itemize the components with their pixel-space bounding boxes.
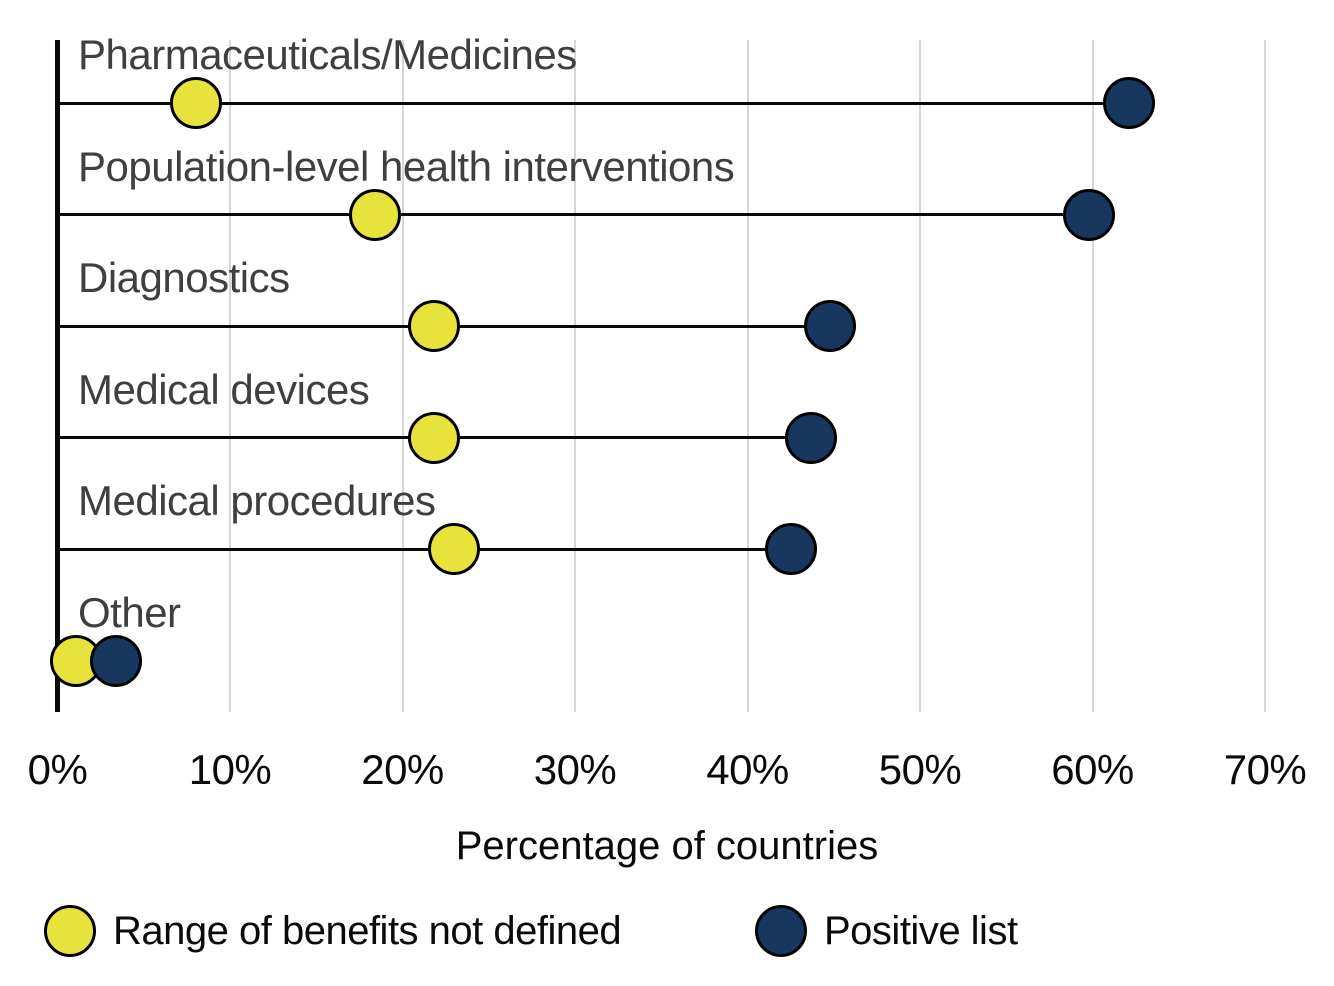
positive-list-dot [804, 300, 857, 353]
x-axis-title: Percentage of countries [455, 824, 879, 868]
legend-label-positive-list: Positive list [824, 909, 1018, 953]
category-label: Other [78, 589, 181, 636]
x-tick-label: 10% [188, 746, 272, 793]
gridline [746, 40, 749, 712]
category-label: Pharmaceuticals/Medicines [78, 31, 577, 78]
x-tick-label: 70% [1223, 746, 1307, 793]
positive-list-dot [785, 411, 838, 464]
gridline [919, 40, 921, 712]
x-tick-label: 40% [706, 746, 789, 793]
range-not-defined-dot [348, 188, 401, 241]
range-not-defined-dot [169, 77, 222, 129]
legend-label-range-not-defined: Range of benefits not defined [113, 909, 622, 953]
connector-line [57, 213, 1090, 217]
x-tick-label: 20% [361, 746, 444, 793]
connector-line [57, 101, 1129, 105]
x-tick-label: 60% [1051, 746, 1134, 793]
gridline [401, 40, 404, 712]
range-not-defined-dot [428, 523, 481, 576]
category-label: Diagnostics [78, 254, 290, 302]
positive-list-dot [1063, 188, 1116, 241]
positive-list-dot [1102, 77, 1155, 129]
range-not-defined-legend-swatch-icon [44, 905, 96, 957]
x-tick-label: 0% [27, 746, 88, 793]
gridline [229, 40, 231, 712]
gridline [1091, 40, 1094, 712]
category-label: Medical procedures [78, 477, 436, 525]
y-axis-line [55, 40, 60, 712]
range-not-defined-dot [407, 411, 460, 464]
positive-list-dot [90, 635, 143, 687]
gridline [574, 40, 576, 712]
connector-line [57, 547, 791, 551]
range-not-defined-dot [407, 300, 460, 353]
positive-list-legend-swatch-icon [755, 905, 807, 957]
category-label: Medical devices [78, 365, 370, 413]
x-tick-label: 30% [533, 746, 617, 793]
positive-list-dot [764, 523, 817, 576]
gridline [1264, 40, 1266, 712]
legend-item-range-not-defined: Range of benefits not defined [44, 905, 622, 957]
x-tick-label: 50% [878, 746, 962, 793]
category-label: Population-level health interventions [78, 142, 735, 190]
legend-item-positive-list: Positive list [755, 905, 1018, 957]
